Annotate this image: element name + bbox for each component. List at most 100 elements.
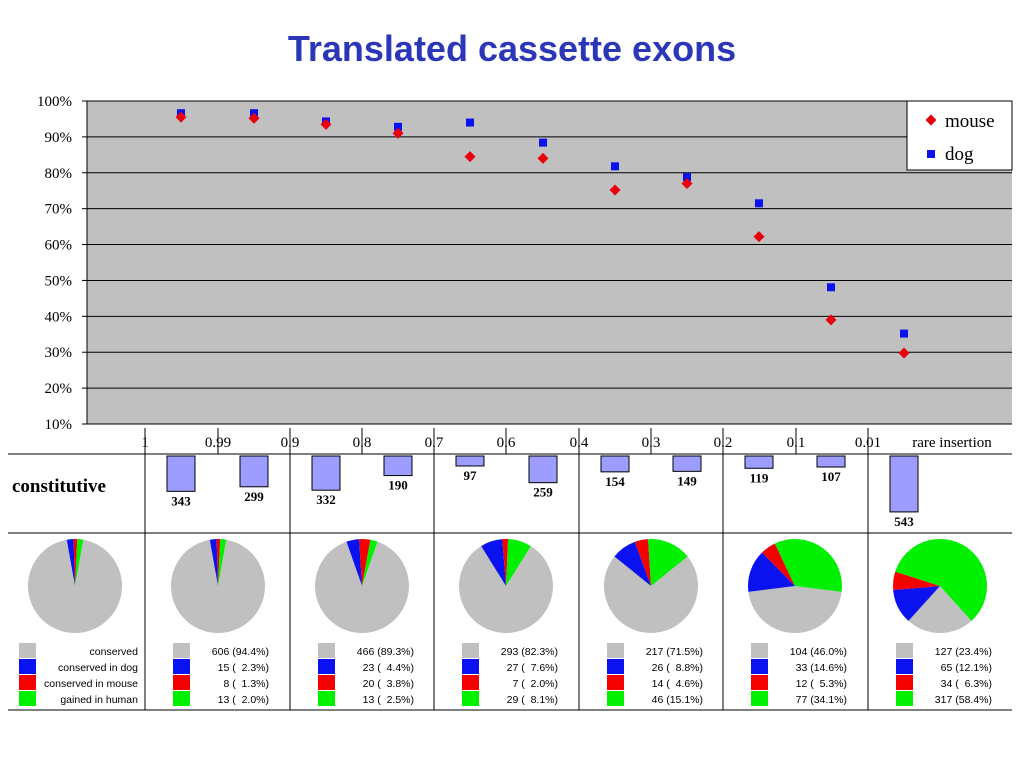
pie-value-label: 13 ( 2.5%) <box>363 694 414 706</box>
constitutive-bar-label: 190 <box>388 478 408 493</box>
mouse-marker <box>537 152 549 164</box>
y-tick-label: 10% <box>45 417 73 433</box>
pie-slice <box>346 539 362 586</box>
pie-slice <box>218 539 227 586</box>
dog-marker <box>394 122 402 131</box>
pie-value-label: 104 (46.0%) <box>790 646 847 658</box>
pie-value-label: 65 (12.1%) <box>941 662 992 674</box>
pie-slice <box>66 539 75 586</box>
dog-marker <box>466 118 474 127</box>
pie-legend-label: conserved in mouse <box>44 678 138 690</box>
pie-legend-swatch <box>896 659 913 674</box>
mouse-marker <box>392 127 404 139</box>
pie-legend-swatch <box>462 643 479 658</box>
pie-legend-swatch <box>318 659 335 674</box>
pie-value-label: 14 ( 4.6%) <box>652 678 703 690</box>
pie-value-label: 127 (23.4%) <box>935 646 992 658</box>
pie-value-label: 27 ( 7.6%) <box>507 662 558 674</box>
pie-value-label: 217 (71.5%) <box>646 646 703 658</box>
pie-slice <box>216 539 221 586</box>
constitutive-bar-label: 259 <box>533 485 553 500</box>
pie-slice <box>634 539 651 586</box>
pie-slice <box>362 539 378 586</box>
constitutive-bar-label: 299 <box>244 489 264 504</box>
pie-legend-swatch <box>607 675 624 690</box>
pie-legend-swatch <box>751 691 768 706</box>
pie-slice <box>481 539 506 586</box>
pie-legend-swatch <box>173 691 190 706</box>
pie-value-label: 293 (82.3%) <box>501 646 558 658</box>
pie-slice <box>27 539 123 634</box>
pie-legend-swatch <box>19 643 36 658</box>
y-tick-label: 100% <box>37 94 72 110</box>
legend-dog-label: dog <box>945 144 974 165</box>
pie-value-label: 15 ( 2.3%) <box>218 662 269 674</box>
pie-slice <box>895 539 987 621</box>
pie-legend-swatch <box>751 643 768 658</box>
pie-slice <box>603 556 698 634</box>
y-tick-label: 60% <box>45 238 73 254</box>
pie-value-label: 7 ( 2.0%) <box>512 678 558 690</box>
pie-legend-label: conserved <box>90 646 139 658</box>
constitutive-bar-label: 119 <box>750 470 769 485</box>
pie-legend-swatch <box>318 675 335 690</box>
pie-legend-swatch <box>19 691 36 706</box>
mouse-marker <box>248 112 260 124</box>
pie-legend-swatch <box>318 691 335 706</box>
pie-legend-swatch <box>462 675 479 690</box>
pie-legend-swatch <box>19 659 36 674</box>
y-tick-label: 70% <box>45 202 73 218</box>
dog-marker <box>755 199 763 208</box>
pie-slice <box>315 541 409 633</box>
pie-value-label: 26 ( 8.8%) <box>652 662 703 674</box>
constitutive-bar-label: 107 <box>821 469 841 484</box>
pie-slice <box>908 586 972 633</box>
constitutive-bar <box>672 455 702 472</box>
pie-legend-swatch <box>896 691 913 706</box>
dog-marker <box>539 138 547 147</box>
mouse-marker <box>464 151 476 163</box>
pie-value-label: 8 ( 1.3%) <box>223 678 269 690</box>
dog-marker <box>827 283 835 292</box>
constitutive-bar-label: 97 <box>464 468 478 483</box>
y-tick-label: 80% <box>45 166 73 182</box>
legend-mouse-marker <box>925 114 937 126</box>
constitutive-bar-label: 149 <box>677 473 697 488</box>
chart-title: Translated cassette exons <box>287 28 737 69</box>
pie-value-label: 29 ( 8.1%) <box>507 694 558 706</box>
y-tick-label: 50% <box>45 273 73 289</box>
pie-legend-swatch <box>173 659 190 674</box>
pie-value-label: 317 (58.4%) <box>935 694 992 706</box>
pie-value-label: 13 ( 2.0%) <box>218 694 269 706</box>
dog-marker <box>683 173 691 182</box>
mouse-marker <box>320 118 332 130</box>
pie-value-label: 466 (89.3%) <box>357 646 414 658</box>
pie-legend-swatch <box>751 659 768 674</box>
constitutive-bar <box>383 455 413 477</box>
constitutive-bar <box>166 455 196 492</box>
pie-slice <box>75 539 84 586</box>
pie-legend-swatch <box>462 659 479 674</box>
legend-dog-marker <box>927 150 935 158</box>
pie-value-label: 606 (94.4%) <box>212 646 269 658</box>
pie-legend-swatch <box>607 643 624 658</box>
constitutive-bar-label: 343 <box>171 493 191 508</box>
pie-legend-label: conserved in dog <box>58 662 138 674</box>
legend-mouse-label: mouse <box>945 111 995 132</box>
mouse-marker <box>753 231 765 243</box>
pie-legend-swatch <box>896 643 913 658</box>
constitutive-bar <box>816 455 846 468</box>
pie-slice <box>170 539 265 634</box>
constitutive-bar <box>311 455 341 491</box>
pie-value-label: 12 ( 5.3%) <box>796 678 847 690</box>
constitutive-bar-label: 543 <box>894 514 914 529</box>
pie-value-label: 46 (15.1%) <box>652 694 703 706</box>
dog-marker <box>900 329 908 338</box>
pie-value-label: 33 (14.6%) <box>796 662 847 674</box>
pie-slice <box>614 541 651 586</box>
dog-marker <box>611 162 619 171</box>
pie-legend-swatch <box>19 675 36 690</box>
mouse-marker <box>681 178 693 190</box>
pie-legend-swatch <box>607 691 624 706</box>
